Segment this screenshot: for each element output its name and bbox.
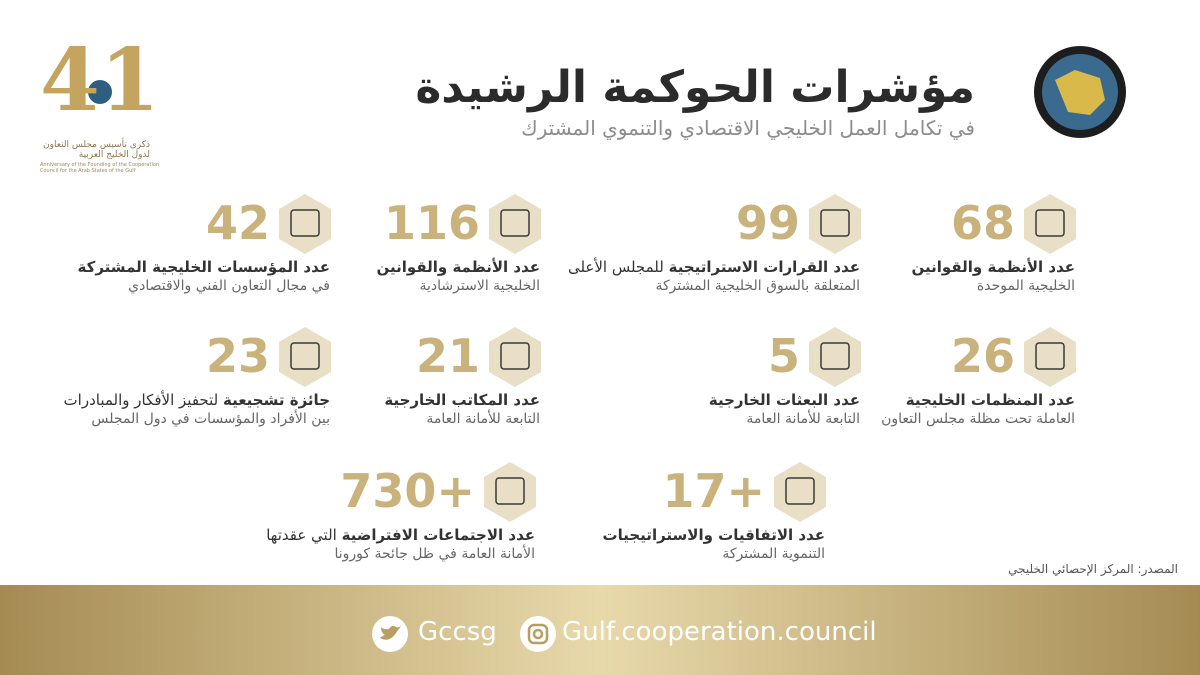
icon-hexagon (489, 194, 541, 254)
twitter-icon (372, 616, 408, 652)
icon (290, 342, 320, 370)
item-detail: الأمانة العامة في ظل جائحة كورونا (334, 546, 535, 562)
item-detail: في مجال التعاون الفني والاقتصادي (128, 278, 330, 294)
icon (820, 209, 850, 237)
item-title-bold: عدد الأنظمة والقوانين (376, 258, 540, 276)
item-title: عدد الأنظمة والقوانين (912, 258, 1075, 276)
item-detail: الخليجية الموحدة (976, 278, 1075, 294)
item-number: 42 (205, 196, 270, 250)
source: المصدر: المركز الإحصائي الخليجي (1008, 562, 1178, 576)
logo-english: Anniversary of the Founding of the Coope… (40, 162, 160, 174)
item-detail: التابعة للأمانة العامة (746, 411, 860, 427)
icon-hexagon (1024, 327, 1076, 387)
icon-hexagon (809, 327, 861, 387)
item-detail: التابعة للأمانة العامة (426, 411, 540, 427)
item-number: 5 (767, 329, 800, 383)
icon (290, 209, 320, 237)
item-title: عدد الأنظمة والقوانين (377, 258, 540, 276)
instagram-handle: Gulf.cooperation.council (562, 617, 877, 647)
item-note: التي عقدتها (266, 526, 337, 544)
item-title-bold: عدد المنظمات الخليجية (905, 391, 1075, 409)
instagram-icon (520, 616, 556, 652)
item-number: +730 (340, 464, 475, 518)
item-note: للمجلس الأعلى (567, 258, 664, 276)
icon-hexagon (1024, 194, 1076, 254)
icon (1035, 209, 1065, 237)
item-title: عدد المنظمات الخليجية (906, 391, 1075, 409)
item-title-bold: عدد البعثات الخارجية (708, 391, 860, 409)
item-title-bold: عدد الاتفاقيات والاستراتيجيات (602, 526, 825, 544)
logo-number: 41 (40, 30, 160, 131)
item-title: عدد المكاتب الخارجية (384, 391, 540, 409)
icon-hexagon (809, 194, 861, 254)
icon (500, 209, 530, 237)
anniversary-emblem (88, 80, 112, 104)
item-title: جائزة تشجيعية لتحفيز الأفكار والمبادرات (64, 391, 330, 409)
item-title: عدد القرارات الاستراتيجية للمجلس الأعلى (568, 258, 860, 276)
item-detail: بين الأفراد والمؤسسات في دول المجلس (91, 411, 330, 427)
item-number: +17 (662, 464, 765, 518)
item-detail: الخليجية الاسترشادية (419, 278, 540, 294)
icon-hexagon (484, 462, 536, 522)
icon (820, 342, 850, 370)
item-detail: المتعلقة بالسوق الخليجية المشتركة (655, 278, 861, 294)
item-title-bold: عدد الأنظمة والقوانين (911, 258, 1075, 276)
item-title: عدد الاتفاقيات والاستراتيجيات (603, 526, 825, 544)
item-detail: التنموية المشتركة (722, 546, 825, 562)
item-title: عدد الاجتماعات الافتراضية التي عقدتها (266, 526, 535, 544)
icon (495, 477, 525, 505)
item-number: 26 (950, 329, 1015, 383)
item-number: 116 (383, 196, 480, 250)
subtitle: في تكامل العمل الخليجي الاقتصادي والتنمو… (521, 116, 975, 140)
icon-hexagon (279, 194, 331, 254)
item-title-bold: عدد المكاتب الخارجية (384, 391, 540, 409)
icon (785, 477, 815, 505)
icon (1035, 342, 1065, 370)
item-title: عدد البعثات الخارجية (709, 391, 860, 409)
item-detail: العاملة تحت مظلة مجلس التعاون (881, 411, 1075, 427)
item-title-bold: جائزة تشجيعية (223, 391, 330, 409)
footer (0, 585, 1200, 675)
icon-hexagon (279, 327, 331, 387)
item-number: 99 (735, 196, 800, 250)
item-number: 23 (205, 329, 270, 383)
item-title-bold: عدد الاجتماعات الافتراضية (341, 526, 535, 544)
item-title: عدد المؤسسات الخليجية المشتركة (78, 258, 330, 276)
item-title-bold: عدد القرارات الاستراتيجية (668, 258, 860, 276)
item-number: 68 (950, 196, 1015, 250)
icon (500, 342, 530, 370)
logo-arabic: ذكرى تأسيس مجلس التعاون لدول الخليج العر… (43, 140, 150, 160)
item-title-bold: عدد المؤسسات الخليجية المشتركة (77, 258, 330, 276)
item-number: 21 (415, 329, 480, 383)
gcc-emblem (1034, 46, 1126, 138)
icon-hexagon (489, 327, 541, 387)
twitter-handle: Gccsg (418, 617, 497, 647)
icon-hexagon (774, 462, 826, 522)
item-note: لتحفيز الأفكار والمبادرات (63, 391, 219, 409)
title: مؤشرات الحوكمة الرشيدة (415, 62, 975, 113)
